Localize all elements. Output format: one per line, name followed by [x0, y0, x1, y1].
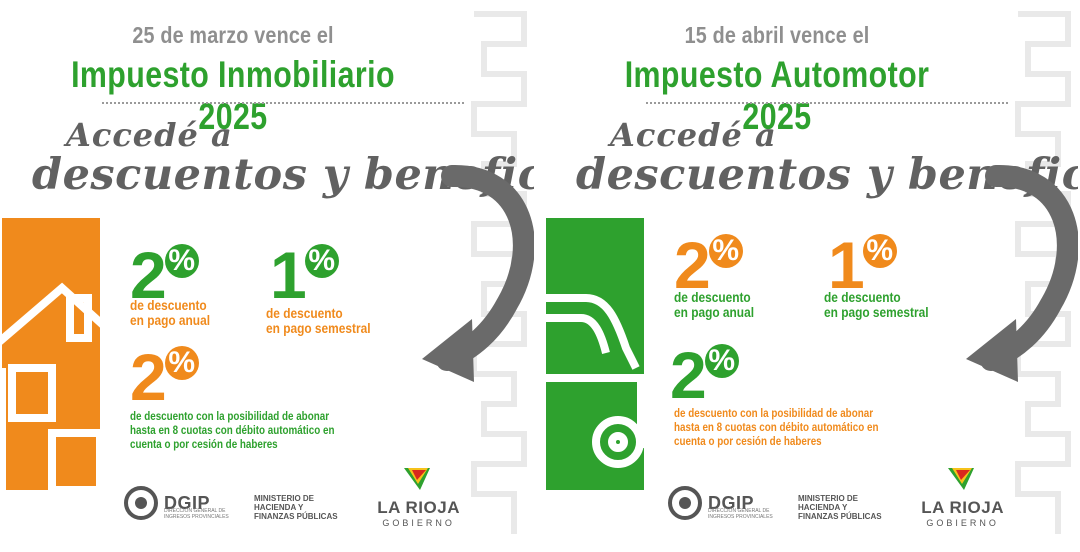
- offer-annual-percent: 2%: [130, 242, 199, 308]
- percent-sign: %: [304, 244, 339, 278]
- offer-installments-text: de descuento con la posibilidad de abona…: [130, 409, 376, 451]
- percent-sign: %: [164, 346, 199, 380]
- panel-automotor: 15 de abril vence el Impuesto Automotor …: [546, 4, 1078, 544]
- dgip-subtitle: DIRECCIÓN GENERAL DE INGRESOS PROVINCIAL…: [164, 508, 229, 520]
- percent-sign: %: [704, 344, 739, 378]
- installments-line-1: de descuento con la posibilidad de abona…: [674, 406, 874, 420]
- dgip-emblem-icon: [668, 486, 702, 520]
- headline-line-1: Accedé a: [66, 116, 233, 154]
- car-panel: [546, 218, 644, 490]
- offer-annual-caption-2: en pago anual: [130, 312, 211, 328]
- dgip-subtitle: DIRECCIÓN GENERAL DE INGRESOS PROVINCIAL…: [708, 508, 773, 520]
- percent-sign: %: [862, 234, 897, 268]
- footer-logos: DGIP DIRECCIÓN GENERAL DE INGRESOS PROVI…: [124, 468, 460, 532]
- offer-installments-text: de descuento con la posibilidad de abona…: [674, 406, 920, 448]
- offer-annual-caption: de descuento en pago anual: [674, 290, 754, 320]
- province-subtitle: GOBIERNO: [926, 518, 999, 528]
- la-rioja-emblem-icon: [404, 468, 430, 490]
- offer-installments-value: 2: [130, 340, 167, 414]
- province-name: LA RIOJA: [377, 498, 460, 517]
- dgip-logo: DGIP: [124, 486, 210, 520]
- offer-annual-value: 2: [130, 238, 167, 312]
- la-rioja-logo: LA RIOJA GOBIERNO: [921, 468, 1004, 528]
- due-date-line: 25 de marzo vence el: [132, 22, 334, 48]
- ministry-label: MINISTERIO DE HACIENDA Y FINANZAS PÚBLICAS: [254, 494, 354, 521]
- curved-arrow-icon: [422, 164, 534, 382]
- ministry-label: MINISTERIO DE HACIENDA Y FINANZAS PÚBLICAS: [798, 494, 898, 521]
- offer-semester-percent: 1%: [828, 232, 897, 298]
- offer-annual-caption-1: de descuento: [674, 289, 751, 305]
- offer-semester-caption-2: en pago semestral: [266, 320, 371, 336]
- percent-sign: %: [708, 234, 743, 268]
- ministry-line-3: FINANZAS PÚBLICAS: [798, 512, 882, 521]
- dgip-name: DGIP: [164, 492, 211, 513]
- offer-semester-caption-1: de descuento: [824, 289, 901, 305]
- ministry-line-3: FINANZAS PÚBLICAS: [254, 512, 338, 521]
- panel-inmobiliario: 25 de marzo vence el Impuesto Inmobiliar…: [2, 4, 534, 544]
- offer-semester-caption: de descuento en pago semestral: [266, 306, 370, 336]
- offer-installments-percent: 2%: [670, 342, 739, 408]
- ministry-line-1: MINISTERIO DE: [798, 494, 859, 503]
- dgip-emblem-icon: [124, 486, 158, 520]
- offer-annual-value: 2: [674, 228, 711, 302]
- offer-semester-caption-2: en pago semestral: [824, 304, 929, 320]
- offer-semester-caption-1: de descuento: [266, 305, 343, 321]
- offer-semester-value: 1: [828, 228, 865, 302]
- installments-line-1: de descuento con la posibilidad de abona…: [130, 409, 330, 423]
- dotted-divider: [102, 102, 464, 104]
- house-panel: [2, 218, 100, 490]
- offer-annual-caption-2: en pago anual: [674, 304, 755, 320]
- la-rioja-logo: LA RIOJA GOBIERNO: [377, 468, 460, 528]
- offer-annual-caption-1: de descuento: [130, 297, 207, 313]
- house-icon: [2, 218, 100, 490]
- percent-sign: %: [164, 244, 199, 278]
- offer-installments-value: 2: [670, 338, 707, 412]
- footer-logos: DGIP DIRECCIÓN GENERAL DE INGRESOS PROVI…: [668, 468, 1004, 532]
- offer-annual-caption: de descuento en pago anual: [130, 298, 210, 328]
- installments-line-3: cuenta o por cesión de haberes: [674, 434, 822, 448]
- installments-line-3: cuenta o por cesión de haberes: [130, 437, 278, 451]
- offer-semester-value: 1: [270, 238, 307, 312]
- province-subtitle: GOBIERNO: [382, 518, 455, 528]
- car-icon: [546, 218, 644, 490]
- tax-title: Impuesto Automotor 2025: [624, 54, 930, 137]
- installments-line-2: hasta en 8 cuotas con débito automático …: [674, 420, 879, 434]
- dgip-logo: DGIP: [668, 486, 754, 520]
- province-name: LA RIOJA: [921, 498, 1004, 517]
- offer-semester-percent: 1%: [270, 242, 339, 308]
- offer-installments-percent: 2%: [130, 344, 199, 410]
- headline-line-1: Accedé a: [610, 116, 777, 154]
- offer-annual-percent: 2%: [674, 232, 743, 298]
- dgip-name: DGIP: [708, 492, 755, 513]
- due-date-line: 15 de abril vence el: [684, 22, 870, 48]
- dotted-divider: [646, 102, 1008, 104]
- installments-line-2: hasta en 8 cuotas con débito automático …: [130, 423, 335, 437]
- ministry-line-2: HACIENDA Y: [798, 503, 848, 512]
- ministry-line-2: HACIENDA Y: [254, 503, 304, 512]
- offer-semester-caption: de descuento en pago semestral: [824, 290, 928, 320]
- ministry-line-1: MINISTERIO DE: [254, 494, 315, 503]
- curved-arrow-icon: [966, 164, 1078, 382]
- la-rioja-emblem-icon: [948, 468, 974, 490]
